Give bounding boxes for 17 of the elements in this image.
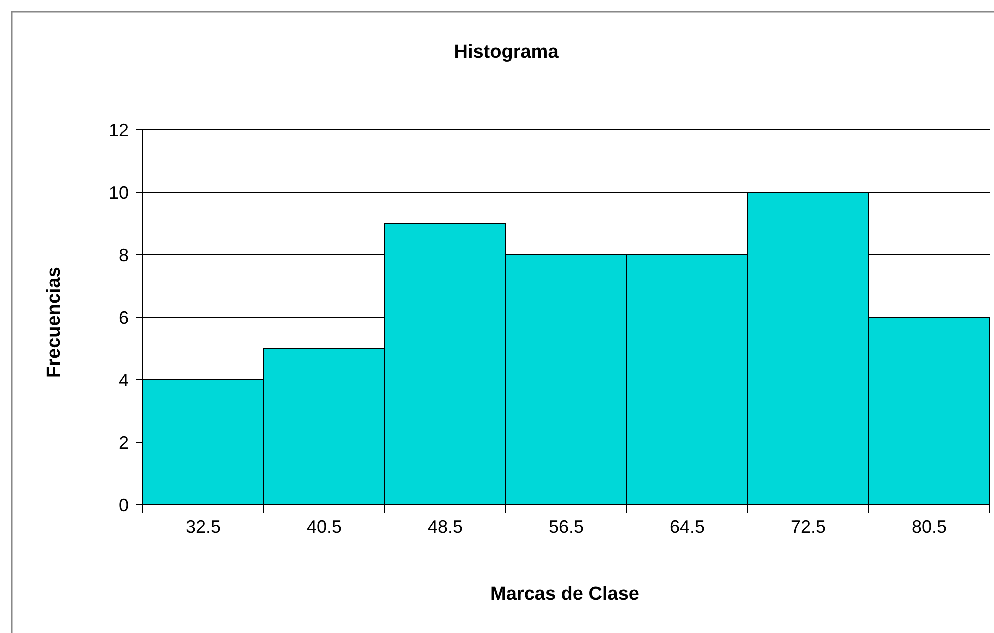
x-axis-title: Marcas de Clase (490, 584, 640, 605)
chart-title: Histograma (454, 42, 560, 63)
y-axis-title: Frecuencias (44, 267, 65, 378)
x-tick-label: 56.5 (548, 517, 584, 537)
y-tick-label: 2 (118, 432, 129, 453)
x-tick-label: 48.5 (428, 517, 464, 537)
x-tick-label: 40.5 (306, 517, 342, 537)
x-tick-label: 72.5 (790, 517, 826, 537)
y-tick-label: 6 (118, 308, 129, 328)
x-tick-label: 80.5 (912, 517, 948, 537)
y-tick-label: 4 (118, 370, 129, 390)
x-tick-label: 64.5 (670, 517, 706, 537)
x-tick-label: 32.5 (186, 517, 222, 537)
y-tick-label: 10 (108, 182, 129, 203)
y-tick-label: 8 (118, 245, 129, 266)
y-tick-label: 0 (118, 495, 129, 516)
y-tick-label: 12 (108, 120, 129, 140)
